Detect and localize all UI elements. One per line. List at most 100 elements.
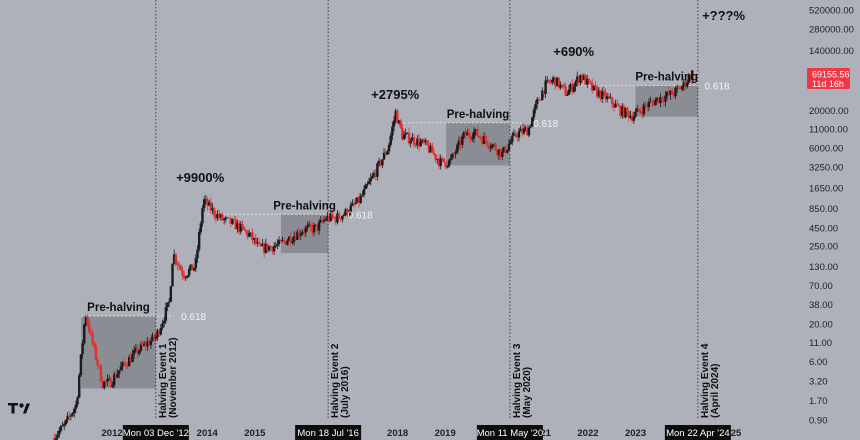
candle-body bbox=[307, 224, 311, 227]
candle-body bbox=[659, 97, 662, 104]
candle-body bbox=[469, 136, 472, 139]
candle-body bbox=[549, 81, 552, 83]
candle-body bbox=[292, 236, 296, 242]
candle-body bbox=[587, 78, 591, 82]
gain-label: +690% bbox=[553, 44, 594, 59]
candle-body bbox=[441, 158, 444, 160]
candle-body bbox=[680, 86, 684, 90]
candle-body bbox=[444, 162, 447, 167]
pre-halving-label: Pre-halving bbox=[87, 302, 150, 314]
halving-date-box bbox=[476, 425, 543, 440]
candle-body bbox=[536, 99, 539, 104]
candle-body bbox=[497, 149, 501, 156]
candle-body bbox=[192, 268, 196, 271]
candle-body bbox=[384, 152, 387, 155]
candle-body bbox=[381, 159, 384, 166]
y-tick-label: 6000.00 bbox=[809, 143, 843, 154]
candle-body bbox=[501, 151, 504, 157]
candle-body bbox=[351, 202, 354, 206]
candle-body bbox=[402, 134, 406, 140]
candle-body bbox=[286, 240, 289, 245]
candle-body bbox=[597, 90, 601, 97]
candle-body bbox=[96, 359, 99, 366]
halving-date-box bbox=[295, 425, 362, 440]
candle-body bbox=[446, 166, 449, 168]
candle-body bbox=[281, 240, 284, 242]
candle-body bbox=[264, 243, 267, 253]
x-tick-label: 2025 bbox=[720, 428, 742, 439]
candle-body bbox=[342, 214, 346, 216]
fib-label: 0.618 bbox=[181, 312, 206, 323]
candle-body bbox=[601, 90, 604, 100]
candle-body bbox=[214, 215, 218, 219]
candle-body bbox=[249, 232, 252, 234]
candle-body bbox=[432, 152, 436, 155]
candle-body bbox=[211, 208, 214, 211]
candle-body bbox=[73, 408, 76, 413]
candle-body bbox=[217, 213, 221, 218]
y-tick-label: 0.90 bbox=[809, 416, 828, 427]
y-tick-label: 70.00 bbox=[809, 281, 833, 292]
halving-event-label: Halving Event 4 (April 2024) bbox=[700, 343, 721, 418]
candle-body bbox=[577, 76, 581, 83]
candle-body bbox=[359, 195, 362, 203]
candle-body bbox=[582, 75, 586, 80]
candle-body bbox=[81, 343, 84, 355]
candle-body bbox=[674, 88, 677, 97]
candle-body bbox=[291, 241, 294, 244]
y-tick-label: 38.00 bbox=[809, 300, 833, 311]
candle-body bbox=[496, 150, 499, 156]
candle-body bbox=[431, 145, 434, 153]
candle-body bbox=[239, 223, 243, 232]
candle-body bbox=[442, 158, 446, 163]
candle-body bbox=[602, 90, 606, 93]
candle-body bbox=[181, 270, 184, 276]
candle-body bbox=[311, 226, 314, 233]
candle-body bbox=[462, 131, 466, 137]
candle-body bbox=[324, 219, 327, 221]
candle-body bbox=[544, 80, 547, 94]
candle-body bbox=[407, 132, 411, 144]
candle-body bbox=[304, 227, 307, 233]
candle-body bbox=[396, 110, 399, 124]
candle-body bbox=[319, 220, 322, 223]
candle-body bbox=[461, 136, 464, 145]
candle-body bbox=[464, 131, 467, 136]
candle-body bbox=[374, 173, 377, 177]
candle-body bbox=[274, 245, 277, 247]
candle-body bbox=[187, 268, 191, 276]
candle-body bbox=[547, 79, 551, 82]
candle-body bbox=[519, 128, 522, 132]
candle-body bbox=[137, 350, 141, 354]
candle-body bbox=[685, 82, 689, 87]
candle-body bbox=[121, 361, 124, 367]
candle-body bbox=[626, 107, 629, 112]
candle-body bbox=[347, 213, 351, 216]
y-tick-label: 20000.00 bbox=[809, 106, 849, 117]
candle-body bbox=[627, 111, 631, 118]
candle-body bbox=[474, 129, 477, 132]
candle-body bbox=[642, 104, 646, 115]
candle-body bbox=[484, 135, 487, 141]
candle-body bbox=[229, 217, 233, 224]
candle-body bbox=[612, 104, 616, 108]
candle-body bbox=[646, 105, 649, 108]
candle-body bbox=[344, 209, 347, 215]
candle-body bbox=[159, 327, 163, 335]
candle-body bbox=[314, 224, 317, 226]
candle-body bbox=[149, 340, 153, 346]
candle-body bbox=[614, 103, 617, 108]
current-price-tag bbox=[807, 68, 850, 89]
candle-body bbox=[651, 101, 654, 103]
candle-body bbox=[98, 365, 101, 367]
candle-body bbox=[619, 106, 622, 116]
candle-body bbox=[272, 246, 276, 252]
y-tick-label: 250.00 bbox=[809, 242, 838, 253]
candle-body bbox=[133, 350, 136, 354]
candle-body bbox=[317, 222, 321, 231]
candle-body bbox=[387, 144, 391, 152]
y-tick-label: 3.20 bbox=[809, 376, 828, 387]
candle-body bbox=[649, 101, 652, 103]
candle-body bbox=[139, 344, 143, 351]
candle-body bbox=[312, 225, 316, 233]
